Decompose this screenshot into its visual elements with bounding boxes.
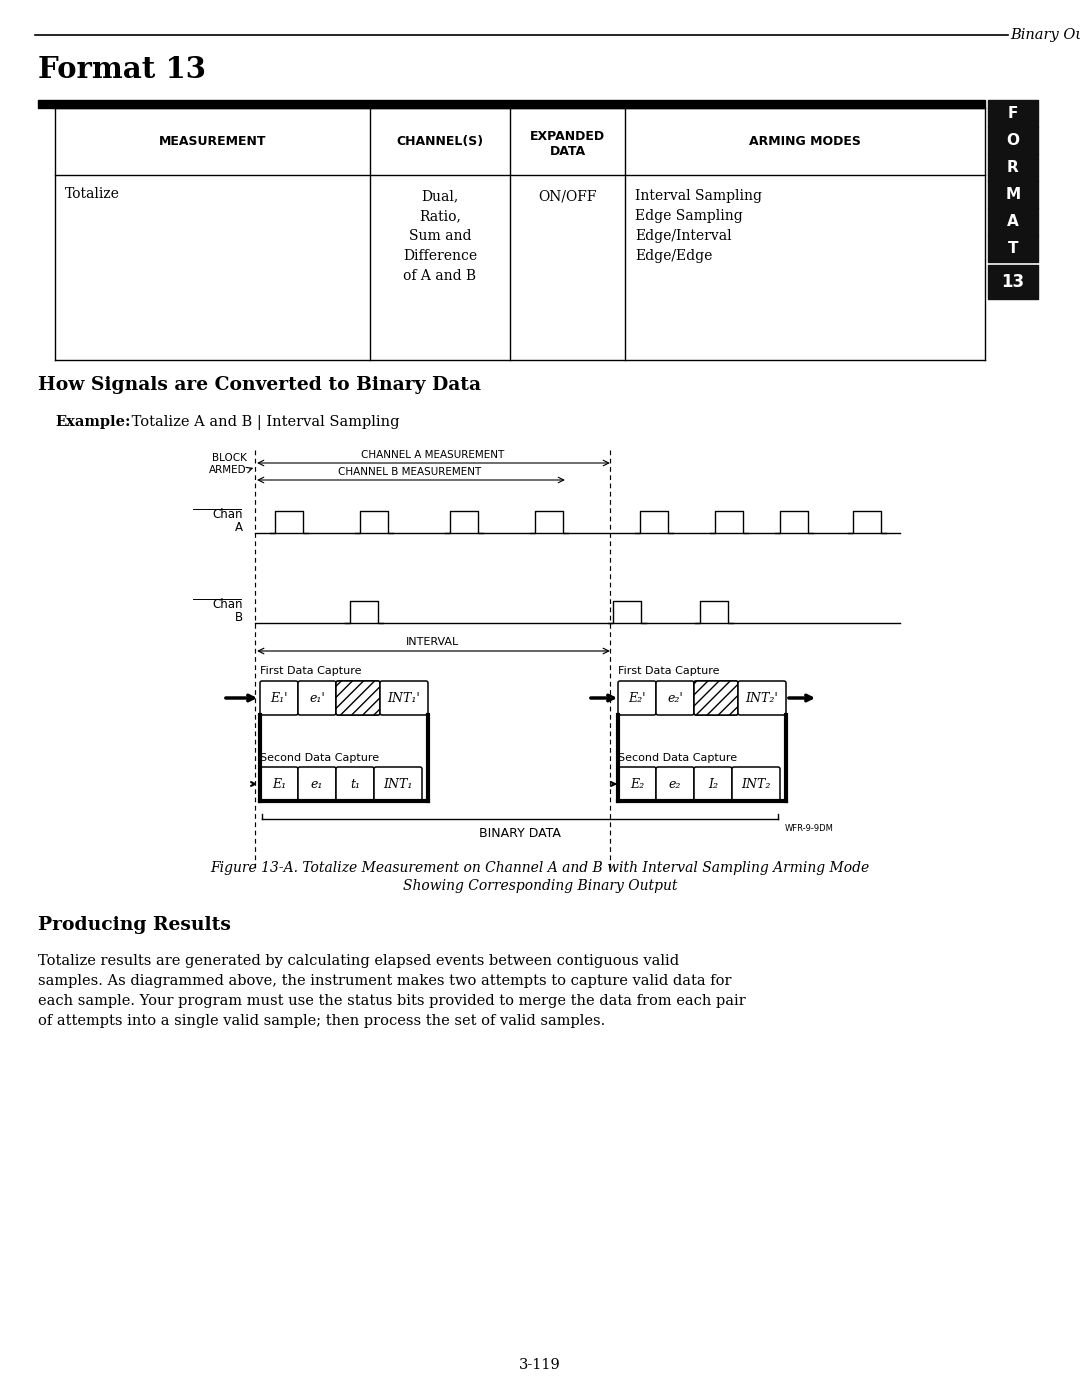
Text: A: A — [235, 521, 243, 534]
Text: R: R — [1008, 161, 1018, 175]
Text: T: T — [1008, 242, 1018, 256]
Text: e₁: e₁ — [311, 778, 323, 791]
Text: e₁': e₁' — [309, 692, 325, 704]
Text: WFR-9-9DM: WFR-9-9DM — [785, 824, 834, 833]
FancyBboxPatch shape — [618, 767, 656, 800]
Text: ON/OFF: ON/OFF — [538, 189, 597, 203]
Text: Totalize A and B | Interval Sampling: Totalize A and B | Interval Sampling — [127, 415, 400, 430]
FancyBboxPatch shape — [656, 767, 694, 800]
Text: e₂': e₂' — [667, 692, 683, 704]
Text: Second Data Capture: Second Data Capture — [260, 753, 379, 763]
Text: Second Data Capture: Second Data Capture — [618, 753, 738, 763]
Text: e₂: e₂ — [669, 778, 681, 791]
Text: E₂: E₂ — [630, 778, 644, 791]
Text: INTERVAL: INTERVAL — [406, 637, 459, 647]
FancyBboxPatch shape — [694, 680, 738, 715]
FancyBboxPatch shape — [732, 767, 780, 800]
FancyBboxPatch shape — [298, 767, 336, 800]
FancyBboxPatch shape — [738, 680, 786, 715]
Text: Interval Sampling
Edge Sampling
Edge/Interval
Edge/Edge: Interval Sampling Edge Sampling Edge/Int… — [635, 189, 762, 263]
Text: Totalize results are generated by calculating elapsed events between contiguous : Totalize results are generated by calcul… — [38, 954, 746, 1028]
Text: CHANNEL(S): CHANNEL(S) — [396, 136, 484, 148]
Text: I₂: I₂ — [708, 778, 718, 791]
Text: F: F — [1008, 106, 1018, 122]
Text: First Data Capture: First Data Capture — [618, 666, 719, 676]
Text: ARMING MODES: ARMING MODES — [750, 136, 861, 148]
Text: BINARY DATA: BINARY DATA — [480, 827, 561, 840]
Text: EXPANDED: EXPANDED — [530, 130, 605, 142]
Text: Format 13: Format 13 — [38, 54, 206, 84]
FancyBboxPatch shape — [618, 680, 656, 715]
Text: Showing Corresponding Binary Output: Showing Corresponding Binary Output — [403, 879, 677, 893]
FancyBboxPatch shape — [656, 680, 694, 715]
FancyBboxPatch shape — [260, 680, 298, 715]
FancyBboxPatch shape — [694, 680, 738, 715]
Text: CHANNEL A MEASUREMENT: CHANNEL A MEASUREMENT — [361, 450, 504, 460]
FancyBboxPatch shape — [380, 680, 428, 715]
Text: Chan: Chan — [213, 598, 243, 610]
FancyBboxPatch shape — [336, 680, 380, 715]
Text: E₁: E₁ — [272, 778, 286, 791]
Text: CHANNEL B MEASUREMENT: CHANNEL B MEASUREMENT — [338, 467, 482, 476]
FancyBboxPatch shape — [260, 767, 298, 800]
Text: How Signals are Converted to Binary Data: How Signals are Converted to Binary Data — [38, 376, 481, 394]
FancyBboxPatch shape — [374, 767, 422, 800]
Text: INT₂: INT₂ — [741, 778, 771, 791]
Text: BLOCK
ARMED: BLOCK ARMED — [210, 453, 247, 475]
Text: 13: 13 — [1001, 272, 1025, 291]
Text: Example:: Example: — [55, 415, 131, 429]
Text: A: A — [1008, 214, 1018, 229]
Text: Producing Results: Producing Results — [38, 916, 231, 935]
Text: M: M — [1005, 187, 1021, 203]
Text: INT₂': INT₂' — [745, 692, 779, 704]
Text: Binary Output: Binary Output — [1010, 28, 1080, 42]
FancyBboxPatch shape — [298, 680, 336, 715]
Text: Chan: Chan — [213, 509, 243, 521]
Text: INT₁: INT₁ — [383, 778, 413, 791]
Text: Figure 13-A. Totalize Measurement on Channel A and B with Interval Sampling Armi: Figure 13-A. Totalize Measurement on Cha… — [211, 861, 869, 875]
FancyBboxPatch shape — [336, 680, 380, 715]
FancyBboxPatch shape — [694, 767, 732, 800]
Text: E₁': E₁' — [270, 692, 287, 704]
Text: t₁: t₁ — [350, 778, 360, 791]
Text: DATA: DATA — [550, 145, 585, 158]
Text: First Data Capture: First Data Capture — [260, 666, 362, 676]
FancyBboxPatch shape — [336, 767, 374, 800]
Text: Dual,
Ratio,
Sum and
Difference
of A and B: Dual, Ratio, Sum and Difference of A and… — [403, 189, 477, 284]
Text: E₂': E₂' — [629, 692, 646, 704]
Text: MEASUREMENT: MEASUREMENT — [159, 136, 267, 148]
Text: B: B — [234, 610, 243, 624]
Text: Totalize: Totalize — [65, 187, 120, 201]
Text: O: O — [1007, 133, 1020, 148]
Text: INT₁': INT₁' — [388, 692, 420, 704]
Text: 3-119: 3-119 — [519, 1358, 561, 1372]
